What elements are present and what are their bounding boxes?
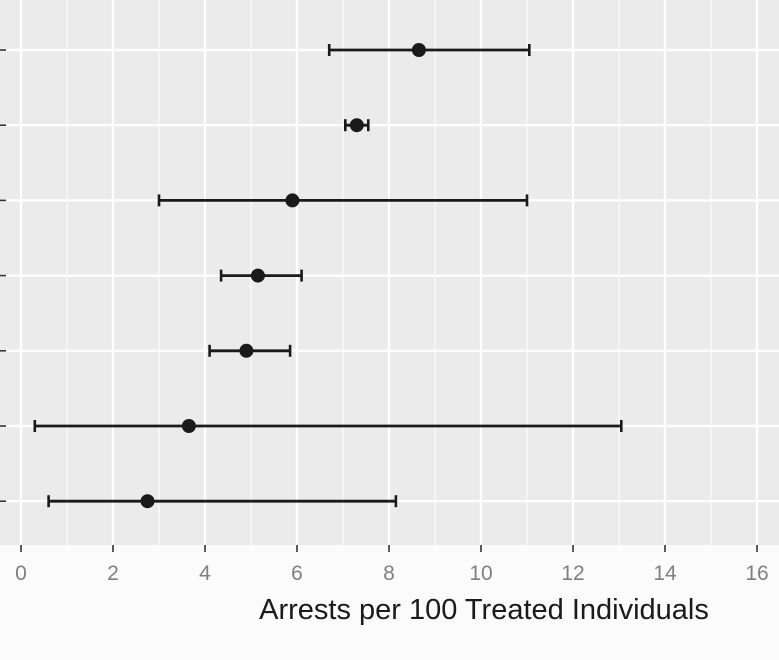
estimate-point xyxy=(140,494,155,509)
x-tick-label: 0 xyxy=(15,562,27,585)
x-tick-label: 4 xyxy=(199,562,211,585)
x-axis-tick-labels: 0 2 4 6 8 10 12 14 16 xyxy=(15,562,769,585)
x-tick-label: 6 xyxy=(291,562,303,585)
estimate-point xyxy=(349,118,364,133)
error-bar-series xyxy=(33,43,623,509)
x-axis-title: Arrests per 100 Treated Individuals xyxy=(259,594,709,626)
estimate-point xyxy=(411,43,426,57)
x-tick-label: 8 xyxy=(383,562,395,585)
estimate-point xyxy=(250,268,265,283)
estimate-point xyxy=(285,193,300,208)
estimate-point xyxy=(239,343,254,358)
x-tick-label: 10 xyxy=(469,562,492,585)
minor-gridlines xyxy=(66,0,712,545)
x-tick-label: 12 xyxy=(561,562,584,585)
x-tick-label: 16 xyxy=(745,562,768,585)
x-tick-label: 14 xyxy=(653,562,677,585)
x-axis-ticks xyxy=(0,49,758,552)
estimate-point xyxy=(181,419,196,433)
x-tick-label: 2 xyxy=(107,562,119,585)
